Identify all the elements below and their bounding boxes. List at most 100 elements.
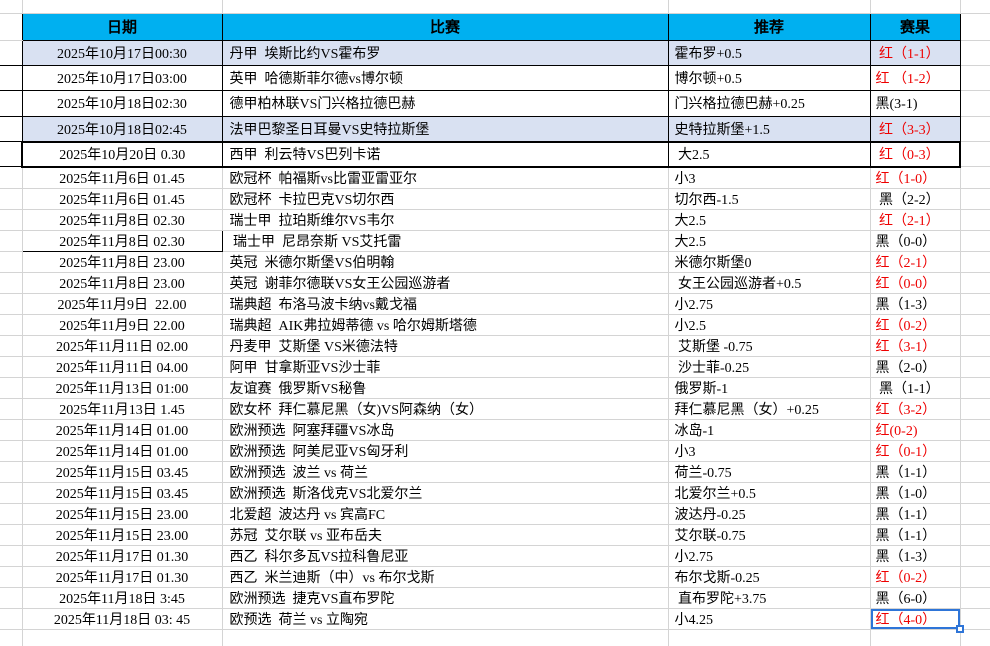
pick-cell[interactable]: 门兴格拉德巴赫+0.25	[667, 90, 871, 117]
result-cell[interactable]: 红（3-3）	[869, 115, 961, 143]
empty-cell[interactable]	[22, 629, 223, 646]
result-cell[interactable]: 黑（1-1）	[870, 461, 961, 483]
row-margin-cell[interactable]	[0, 40, 23, 66]
pick-cell[interactable]: 博尔顿+0.5	[667, 64, 871, 92]
row-margin-cell[interactable]	[0, 608, 23, 630]
row-end-cell[interactable]	[960, 65, 990, 92]
result-cell[interactable]: 红（1-1）	[869, 39, 961, 66]
result-cell[interactable]: 红（0-2）	[870, 314, 961, 336]
date-cell[interactable]: 2025年11月17日 01.30	[22, 566, 223, 588]
row-margin-cell[interactable]	[0, 587, 23, 609]
result-cell[interactable]: 红（0-2）	[870, 566, 961, 588]
row-margin-cell[interactable]	[0, 141, 23, 168]
date-cell[interactable]: 2025年11月14日 01.00	[22, 440, 223, 462]
result-cell[interactable]: 黑（1-1）	[870, 503, 961, 525]
match-cell[interactable]: 欧预选 荷兰 vs 立陶宛	[222, 608, 669, 630]
date-cell[interactable]: 2025年11月15日 23.00	[22, 503, 223, 525]
col-header-result[interactable]: 赛果	[869, 12, 961, 41]
row-end-cell[interactable]	[960, 398, 990, 420]
row-end-cell[interactable]	[960, 524, 990, 546]
match-cell[interactable]: 瑞典超 布洛马波卡纳vs戴戈福	[222, 293, 669, 315]
match-cell[interactable]: 英冠 米德尔斯堡VS伯明翰	[222, 251, 669, 273]
date-cell[interactable]: 2025年11月11日 04.00	[22, 356, 223, 378]
row-end-cell[interactable]	[960, 116, 990, 143]
pick-cell[interactable]: 米德尔斯堡0	[668, 251, 871, 273]
match-cell[interactable]: 丹麦甲 艾斯堡 VS米德法特	[222, 335, 669, 357]
match-cell[interactable]: 西甲 利云特VS巴列卡诺	[221, 140, 669, 168]
row-margin-cell[interactable]	[0, 209, 23, 231]
date-cell[interactable]: 2025年11月15日 03.45	[22, 461, 223, 483]
fill-handle[interactable]	[955, 624, 964, 633]
header-end-cell[interactable]	[959, 13, 990, 41]
row-margin-cell[interactable]	[0, 398, 23, 420]
empty-cell[interactable]	[960, 629, 990, 646]
row-margin-cell[interactable]	[0, 166, 23, 189]
result-cell[interactable]: 黑（1-3）	[870, 293, 961, 315]
row-margin-cell[interactable]	[0, 230, 23, 252]
row-end-cell[interactable]	[960, 314, 990, 336]
match-cell[interactable]: 瑞士甲 尼昂奈斯 VS艾托雷	[222, 230, 669, 252]
row-end-cell[interactable]	[960, 566, 990, 588]
empty-cell[interactable]	[960, 0, 990, 14]
row-margin-cell[interactable]	[0, 251, 23, 273]
result-cell[interactable]: 红（3-1）	[870, 335, 961, 357]
row-end-cell[interactable]	[960, 503, 990, 525]
match-cell[interactable]: 欧洲预选 阿美尼亚VS匈牙利	[222, 440, 669, 462]
row-margin-cell[interactable]	[0, 293, 23, 315]
result-cell[interactable]: 红（2-1）	[870, 209, 961, 231]
row-end-cell[interactable]	[960, 482, 990, 504]
match-cell[interactable]: 德甲柏林联VS门兴格拉德巴赫	[221, 90, 669, 117]
result-cell[interactable]: 红（0-0）	[870, 272, 961, 294]
col-header-date[interactable]: 日期	[21, 12, 223, 41]
pick-cell[interactable]: 荷兰-0.75	[668, 461, 871, 483]
row-end-cell[interactable]	[960, 272, 990, 294]
match-cell[interactable]: 欧洲预选 波兰 vs 荷兰	[222, 461, 669, 483]
result-cell[interactable]: 黑（1-1）	[870, 377, 961, 399]
pick-cell[interactable]: 拜仁慕尼黑（女）+0.25	[668, 398, 871, 420]
row-margin-cell[interactable]	[0, 116, 23, 143]
match-cell[interactable]: 西乙 科尔多瓦VS拉科鲁尼亚	[222, 545, 669, 567]
pick-cell[interactable]: 史特拉斯堡+1.5	[667, 115, 871, 143]
pick-cell[interactable]: 小3	[668, 440, 871, 462]
row-end-cell[interactable]	[960, 209, 990, 231]
date-cell[interactable]: 2025年10月18日02:45	[21, 115, 223, 143]
row-margin-cell[interactable]	[0, 545, 23, 567]
pick-cell[interactable]: 大2.5	[668, 209, 871, 231]
date-cell[interactable]: 2025年11月9日 22.00	[22, 293, 223, 315]
pick-cell[interactable]: 大2.5	[668, 230, 871, 252]
result-cell[interactable]: 红（2-1）	[870, 251, 961, 273]
pick-cell[interactable]: 波达丹-0.25	[668, 503, 871, 525]
match-cell[interactable]: 苏冠 艾尔联 vs 亚布岳夫	[222, 524, 669, 546]
pick-cell[interactable]: 霍布罗+0.5	[667, 39, 871, 66]
pick-cell[interactable]: 女王公园巡游者+0.5	[668, 272, 871, 294]
row-margin-cell[interactable]	[0, 461, 23, 483]
row-end-cell[interactable]	[960, 40, 990, 66]
empty-cell[interactable]	[22, 0, 223, 14]
match-cell[interactable]: 西乙 米兰迪斯（中）vs 布尔戈斯	[222, 566, 669, 588]
match-cell[interactable]: 阿甲 甘拿斯亚VS沙士菲	[222, 356, 669, 378]
row-end-cell[interactable]	[960, 356, 990, 378]
row-end-cell[interactable]	[960, 608, 990, 630]
date-cell[interactable]: 2025年10月20日 0.30	[21, 140, 223, 168]
pick-cell[interactable]: 艾尔联-0.75	[668, 524, 871, 546]
row-end-cell[interactable]	[960, 90, 990, 117]
row-end-cell[interactable]	[960, 377, 990, 399]
empty-cell[interactable]	[222, 629, 669, 646]
header-margin-cell[interactable]	[0, 13, 23, 41]
date-cell[interactable]: 2025年11月14日 01.00	[22, 419, 223, 441]
empty-cell[interactable]	[0, 0, 23, 14]
row-end-cell[interactable]	[960, 230, 990, 252]
row-margin-cell[interactable]	[0, 90, 23, 117]
result-cell[interactable]: 黑（2-0）	[870, 356, 961, 378]
empty-cell[interactable]	[668, 629, 871, 646]
result-cell[interactable]: 红（0-3）	[869, 140, 961, 168]
row-end-cell[interactable]	[960, 141, 990, 168]
pick-cell[interactable]: 小2.5	[668, 314, 871, 336]
date-cell[interactable]: 2025年11月13日 1.45	[22, 398, 223, 420]
row-end-cell[interactable]	[960, 293, 990, 315]
date-cell[interactable]: 2025年10月18日02:30	[21, 90, 223, 117]
date-cell[interactable]: 2025年11月13日 01:00	[22, 377, 223, 399]
pick-cell[interactable]: 小2.75	[668, 293, 871, 315]
row-end-cell[interactable]	[960, 251, 990, 273]
pick-cell[interactable]: 小4.25	[668, 608, 871, 630]
